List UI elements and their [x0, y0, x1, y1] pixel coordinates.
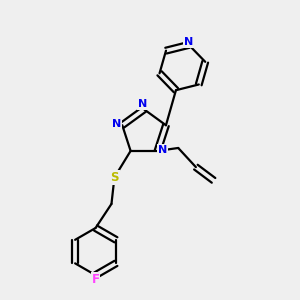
Text: N: N: [184, 37, 194, 47]
Text: F: F: [92, 273, 100, 286]
Text: N: N: [138, 99, 147, 109]
Text: N: N: [158, 145, 167, 155]
Text: S: S: [110, 171, 119, 184]
Text: N: N: [112, 119, 122, 129]
